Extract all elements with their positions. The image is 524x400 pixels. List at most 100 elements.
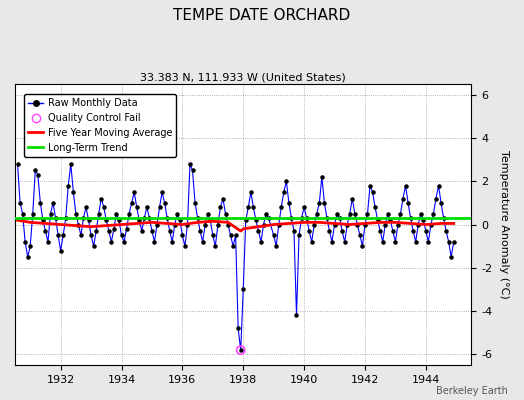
Point (300, 204, 308, 210)
Point (163, 215, 171, 221)
Point (429, 210, 438, 217)
Point (214, 221, 222, 228)
Point (295, 232, 303, 238)
Point (176, 217, 184, 223)
Point (130, 189, 138, 195)
Point (374, 217, 382, 223)
Point (51, 215, 60, 221)
Point (77, 232, 85, 238)
Point (318, 174, 326, 180)
Point (219, 195, 227, 202)
Point (84, 217, 93, 223)
Point (366, 182, 374, 189)
Point (323, 215, 331, 221)
Point (277, 204, 286, 210)
Point (442, 228, 450, 234)
Point (92, 228, 101, 234)
Point (381, 221, 389, 228)
Point (368, 189, 377, 195)
Point (414, 221, 422, 228)
Point (259, 221, 268, 228)
Point (143, 204, 151, 210)
Point (234, 325, 243, 332)
Point (36, 200, 45, 206)
Point (236, 347, 245, 353)
Point (44, 239, 52, 245)
Point (201, 221, 210, 228)
Point (356, 232, 364, 238)
Point (447, 254, 455, 260)
Point (24, 254, 32, 260)
Point (404, 200, 412, 206)
Point (72, 210, 80, 217)
Point (343, 221, 352, 228)
Point (315, 200, 323, 206)
Point (269, 232, 278, 238)
Point (419, 217, 428, 223)
Point (310, 221, 319, 228)
Point (64, 182, 72, 189)
Point (298, 215, 306, 221)
Point (186, 161, 194, 167)
Point (242, 217, 250, 223)
Point (254, 228, 263, 234)
Point (46, 210, 54, 217)
Point (434, 182, 443, 189)
Point (287, 215, 296, 221)
Point (138, 228, 146, 234)
Point (328, 239, 336, 245)
Point (54, 232, 62, 238)
Point (140, 215, 148, 221)
Point (330, 221, 339, 228)
Title: 33.383 N, 111.933 W (United States): 33.383 N, 111.933 W (United States) (140, 73, 346, 83)
Point (160, 200, 169, 206)
Point (16, 200, 24, 206)
Point (358, 243, 367, 249)
Text: TEMPE DATE ORCHARD: TEMPE DATE ORCHARD (173, 8, 351, 23)
Point (203, 210, 212, 217)
Point (348, 195, 356, 202)
Point (127, 200, 136, 206)
Point (87, 232, 95, 238)
Point (94, 210, 103, 217)
Point (82, 204, 90, 210)
Point (229, 243, 237, 249)
Point (302, 215, 311, 221)
Point (153, 221, 161, 228)
Point (79, 215, 88, 221)
Point (236, 347, 245, 353)
Point (440, 215, 448, 221)
Point (247, 189, 255, 195)
Point (107, 239, 116, 245)
Point (188, 167, 196, 174)
Point (232, 232, 240, 238)
Point (450, 239, 458, 245)
Point (221, 210, 230, 217)
Point (26, 243, 35, 249)
Point (422, 228, 430, 234)
Point (411, 239, 420, 245)
Point (34, 172, 42, 178)
Legend: Raw Monthly Data, Quality Control Fail, Five Year Moving Average, Long-Term Tren: Raw Monthly Data, Quality Control Fail, … (25, 94, 176, 157)
Point (148, 228, 156, 234)
Point (117, 232, 126, 238)
Point (341, 239, 349, 245)
Point (417, 210, 425, 217)
Point (49, 200, 57, 206)
Point (166, 228, 174, 234)
Point (57, 247, 65, 254)
Point (112, 210, 121, 217)
Point (226, 232, 235, 238)
Point (401, 182, 410, 189)
Point (399, 195, 407, 202)
Point (424, 239, 432, 245)
Point (444, 239, 453, 245)
Point (133, 204, 141, 210)
Point (308, 239, 316, 245)
Point (244, 204, 253, 210)
Point (290, 228, 298, 234)
Point (150, 239, 159, 245)
Point (158, 189, 166, 195)
Point (13, 161, 21, 167)
Point (224, 221, 232, 228)
